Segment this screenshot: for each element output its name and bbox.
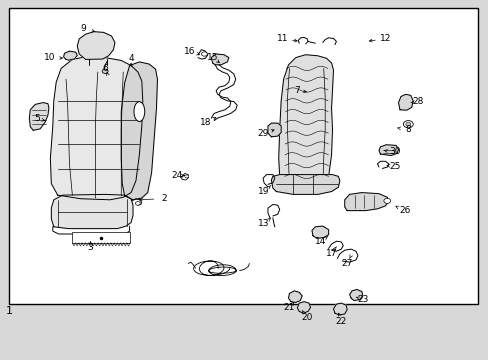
Polygon shape [311,226,328,238]
Text: 5: 5 [34,114,40,123]
Polygon shape [344,193,388,211]
Polygon shape [63,51,77,60]
Text: 29: 29 [257,130,268,139]
Text: 18: 18 [199,118,211,127]
Text: 3: 3 [87,243,93,252]
Polygon shape [267,123,281,137]
Text: 16: 16 [183,47,195,56]
Text: 17: 17 [325,249,337,258]
Text: 21: 21 [283,303,295,312]
Text: 14: 14 [314,238,325,247]
Polygon shape [288,291,302,302]
Text: 11: 11 [276,35,288,44]
Polygon shape [121,62,157,200]
Text: 26: 26 [398,206,410,215]
Polygon shape [398,94,412,110]
Circle shape [135,202,140,205]
Circle shape [405,122,410,126]
Text: 8: 8 [405,125,410,134]
Text: 12: 12 [379,35,390,44]
Text: 2: 2 [161,194,166,203]
Text: 20: 20 [301,313,312,322]
Circle shape [201,52,207,56]
Text: 7: 7 [294,86,300,95]
Bar [9,8,477,304]
Text: 6: 6 [102,64,108,73]
Circle shape [383,198,390,203]
Polygon shape [29,103,49,130]
Text: 24: 24 [171,171,183,180]
Polygon shape [333,303,346,315]
Text: 27: 27 [341,259,352,268]
Text: 28: 28 [411,97,423,106]
Text: 22: 22 [335,317,346,325]
Polygon shape [278,55,333,193]
Polygon shape [51,194,133,229]
Text: 19: 19 [258,187,269,196]
Text: 1: 1 [6,306,13,316]
Text: 13: 13 [258,220,269,229]
Text: 25: 25 [388,162,400,171]
Polygon shape [349,289,362,301]
Text: 15: 15 [206,53,218,62]
Text: 23: 23 [356,295,368,304]
Circle shape [184,175,188,178]
Polygon shape [271,175,339,194]
Text: 10: 10 [44,53,56,62]
Text: 9: 9 [80,24,86,33]
Bar [72,232,130,243]
Polygon shape [297,302,310,313]
Polygon shape [378,145,398,156]
Circle shape [403,121,412,128]
Polygon shape [50,57,142,200]
Polygon shape [211,54,228,65]
Ellipse shape [134,102,144,122]
Polygon shape [77,32,115,59]
Text: 30: 30 [388,148,400,157]
Circle shape [102,69,108,73]
Text: 4: 4 [128,54,134,63]
